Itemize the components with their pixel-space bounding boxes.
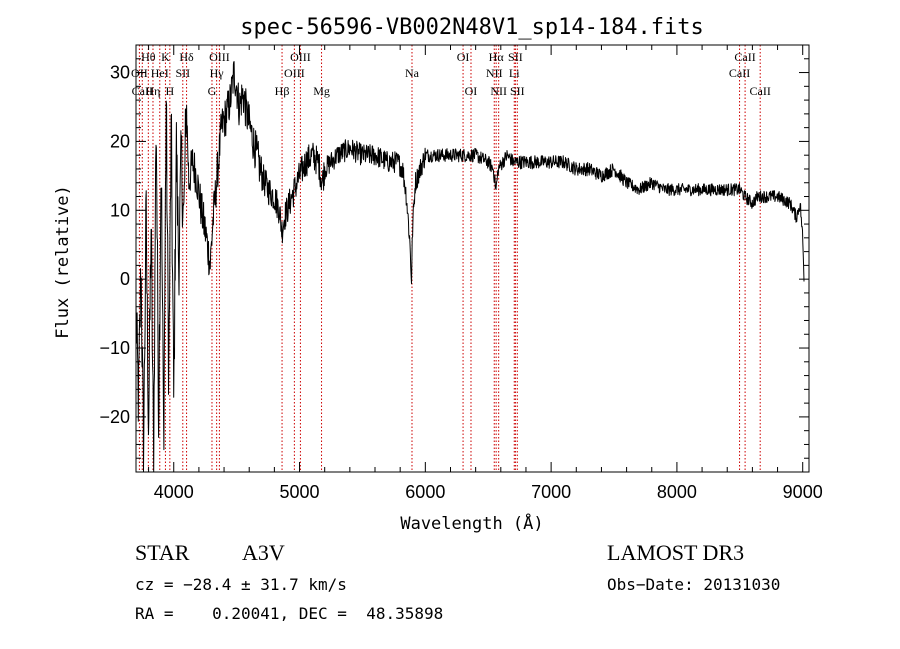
plot-frame [135, 44, 810, 473]
line-marker-label: OIII [209, 50, 230, 64]
line-marker-label: CaII [734, 50, 755, 64]
line-marker-label: NII [486, 66, 503, 80]
line-markers [138, 45, 761, 472]
y-tick-label: 10 [110, 200, 130, 220]
chart-title: spec-56596-VB002N48V1_sp14-184.fits [240, 15, 704, 40]
x-tick-label: 6000 [405, 482, 445, 502]
x-tick-label: 8000 [657, 482, 697, 502]
spectral-subclass: A3V [242, 540, 285, 565]
line-marker-label: OII [131, 66, 148, 80]
line-marker-label: OI [465, 84, 478, 98]
line-marker-label: SII [508, 50, 523, 64]
line-marker-label: OIII [284, 66, 305, 80]
x-tick-label: 4000 [154, 482, 194, 502]
axes [135, 44, 810, 473]
object-type: STAR [135, 540, 190, 565]
line-marker-label: Li [509, 66, 520, 80]
observation-date: Obs−Date: 20131030 [607, 575, 781, 594]
line-marker-label: OI [457, 50, 470, 64]
survey-name: LAMOST DR3 [607, 540, 745, 565]
line-marker-label: G [208, 84, 217, 98]
y-tick-label: −10 [99, 338, 130, 358]
coordinates: RA = 0.20041, DEC = 48.35898 [135, 604, 444, 623]
redshift-cz: cz = −28.4 ± 31.7 km/s [135, 575, 347, 594]
line-marker-label: Hθ [141, 50, 156, 64]
x-tick-label: 7000 [531, 482, 571, 502]
line-marker-label: Hδ [179, 50, 194, 64]
line-marker-label: Mg [313, 84, 330, 98]
line-marker-label: Hη [146, 84, 161, 98]
line-marker-label: NII [490, 84, 507, 98]
line-marker-label: Hγ [210, 66, 225, 80]
x-tick-label: 9000 [783, 482, 823, 502]
x-tick-label: 5000 [280, 482, 320, 502]
y-tick-label: 30 [110, 63, 130, 83]
line-marker-label: CaII [132, 84, 153, 98]
y-tick-label: 20 [110, 131, 130, 151]
x-axis-label: Wavelength (Å) [400, 512, 543, 534]
line-marker-labels: HθOIICaIIHηHeIKHSIIHδGHγOIIIHβOIIIOIIIMg… [131, 50, 771, 98]
y-axis-label: Flux (relative) [53, 185, 73, 339]
line-marker-label: K [161, 50, 170, 64]
line-marker-label: CaII [750, 84, 771, 98]
spectrum-series [135, 61, 805, 473]
y-tick-label: 0 [120, 269, 130, 289]
line-marker-label: OIII [290, 50, 311, 64]
line-marker-label: SII [175, 66, 190, 80]
y-tick-label: −20 [99, 407, 130, 427]
line-marker-label: H [166, 84, 175, 98]
tick-labels: 4000 5000 6000 7000 8000 9000 −20 −10 0 10 20 30 [99, 63, 822, 502]
line-marker-label: CaII [729, 66, 750, 80]
line-marker-label: Hα [489, 50, 505, 64]
line-marker-label: Na [405, 66, 420, 80]
spectrum-line [135, 61, 805, 473]
line-marker-label: SII [510, 84, 525, 98]
line-marker-label: HeI [151, 66, 169, 80]
line-marker-label: Hβ [275, 84, 290, 98]
